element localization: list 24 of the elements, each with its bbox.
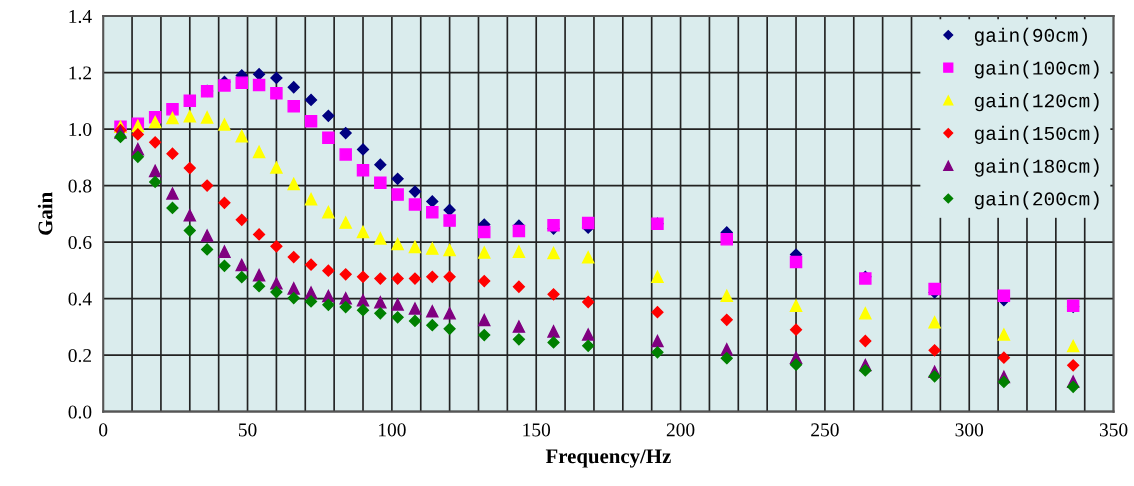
y-tick-label: 0.6 <box>68 235 92 250</box>
x-tick-label: 0 <box>99 423 108 437</box>
legend-label: gain(120cm) <box>974 93 1099 112</box>
y-tick-label: 0.8 <box>68 179 92 193</box>
legend-label: gain(90cm) <box>974 27 1087 46</box>
y-tick-label: 0.0 <box>68 405 92 419</box>
x-tick-label: 200 <box>666 423 695 437</box>
legend-label: gain(200cm) <box>974 191 1099 210</box>
y-tick-label: 0.2 <box>68 348 92 363</box>
y-tick-label: 0.4 <box>68 292 92 306</box>
legend-label: gain(150cm) <box>974 125 1099 144</box>
x-tick-label: 300 <box>955 423 984 437</box>
y-tick-label: 1.0 <box>69 122 92 137</box>
legend-label: gain(100cm) <box>974 60 1099 79</box>
legend-label: gain(180cm) <box>974 158 1099 177</box>
x-tick-label: 150 <box>523 423 551 437</box>
x-tick-label: 100 <box>379 423 406 437</box>
x-tick-label: 50 <box>238 423 257 437</box>
y-tick-label: 1.2 <box>69 66 92 80</box>
x-tick-label: 350 <box>1099 423 1128 437</box>
x-tick-label: 250 <box>811 423 839 437</box>
x-axis-title: Frequency/Hz <box>545 449 671 468</box>
y-tick-label: 1.4 <box>69 9 92 24</box>
y-axis-title: Gain <box>37 192 53 235</box>
